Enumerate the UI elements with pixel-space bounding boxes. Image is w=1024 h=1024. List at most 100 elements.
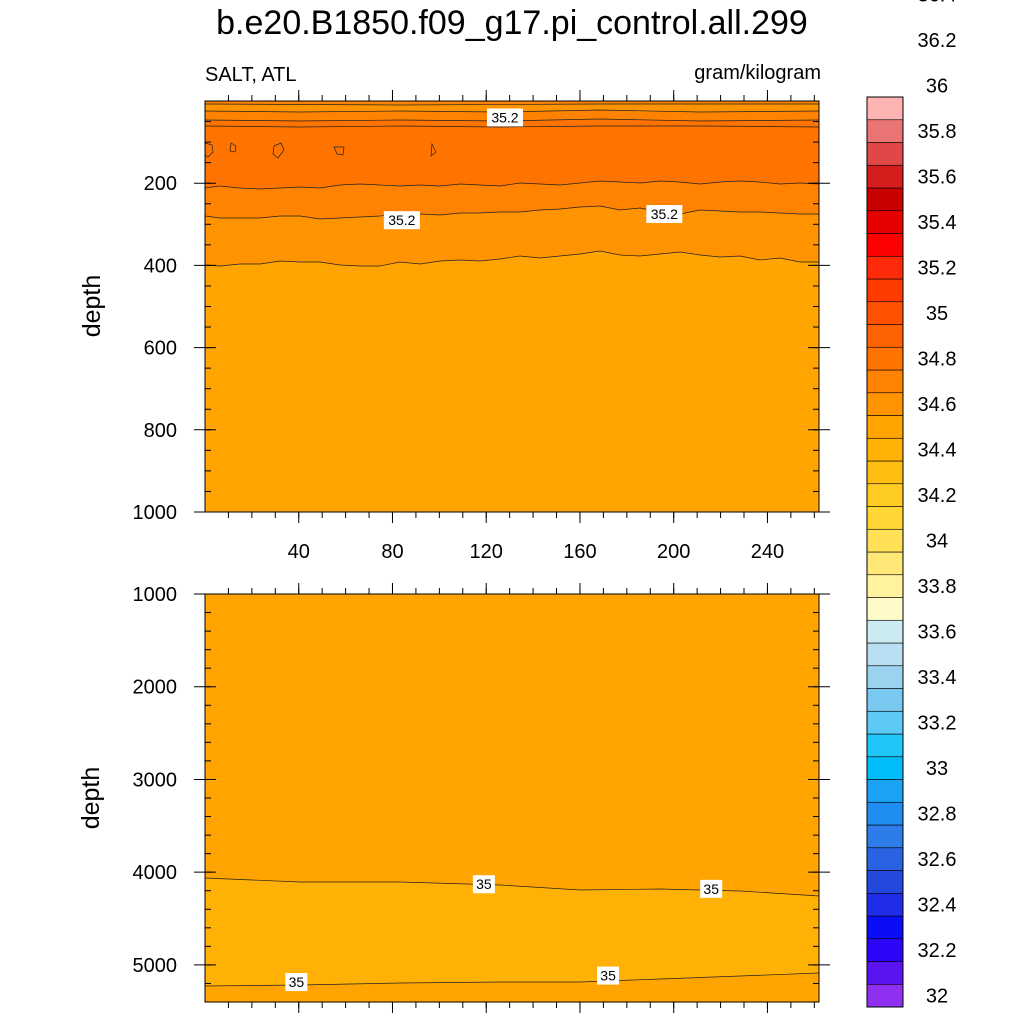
colorbar-label: 33.8	[918, 576, 957, 598]
colorbar-swatch	[866, 142, 904, 166]
contour-label-text: 35.2	[388, 212, 415, 228]
colorbar-label: 35.8	[918, 121, 957, 143]
y-tick-label: 4000	[133, 862, 178, 884]
colorbar-swatch	[866, 619, 904, 644]
colorbar-swatch	[866, 392, 904, 416]
contour-label-box	[285, 973, 308, 992]
colorbar-swatch	[866, 847, 904, 871]
colorbar-swatch	[866, 483, 904, 507]
contour-label: 35.2	[486, 108, 523, 127]
colorbar-swatch	[866, 574, 904, 598]
y-tick-label: 2000	[133, 677, 178, 699]
colorbar-label: 33	[926, 758, 948, 780]
colorbar-label: 34.2	[918, 485, 957, 507]
upper-blob-1	[204, 142, 214, 158]
colorbar-swatch	[866, 801, 904, 826]
contour-label-text: 35	[476, 876, 492, 892]
upper-contour-35.2	[204, 205, 819, 220]
lower-contour-35-upper	[204, 877, 820, 897]
lower-contour-lines	[204, 877, 820, 987]
contour-label-box	[597, 966, 620, 985]
contour-label-box	[472, 875, 495, 894]
upper-band-35.1-top	[205, 104, 819, 112]
x-tick-label: 200	[657, 541, 690, 563]
lower-contour-35-lower	[204, 972, 820, 987]
colorbar-swatch	[866, 961, 904, 985]
colorbar-swatch	[866, 210, 904, 234]
upper-y-axis-label: depth	[78, 275, 106, 338]
colorbar-swatch	[866, 710, 904, 735]
lower-panel: 1000 2000 3000 4000 5000 35 35 35 35 depth	[77, 583, 830, 1013]
contour-label-text: 35	[703, 881, 719, 897]
colorbar-label: 36	[926, 76, 948, 98]
y-tick-label: 400	[144, 255, 177, 277]
contour-label-box	[700, 879, 723, 898]
upper-contour-35.1	[204, 250, 819, 267]
colorbar-label: 33.6	[918, 622, 957, 644]
upper-blob-2	[229, 142, 237, 153]
colorbar-label: 34.8	[918, 349, 957, 371]
colorbar-swatch	[866, 346, 904, 371]
contour-label-text: 35.2	[491, 109, 518, 125]
contour-label-box	[646, 205, 683, 224]
y-tick-label: 800	[144, 420, 177, 442]
colorbar: 32 32.2 32.4 32.6 32.8 33 33.2 33.4 33.6 33.8 34 34…	[866, 0, 957, 1008]
colorbar-label: 33.2	[918, 713, 957, 735]
colorbar-label: 35.4	[918, 212, 957, 234]
lower-ticks: 1000 2000 3000 4000 5000	[133, 583, 830, 1013]
y-tick-label: 3000	[133, 769, 178, 791]
colorbar-label: 34.4	[918, 440, 957, 462]
contour-label-box	[486, 108, 523, 127]
y-tick-label: 1000	[133, 584, 178, 606]
contour-label: 35.2	[383, 211, 420, 230]
colorbar-swatch	[866, 164, 904, 189]
x-tick-label: 80	[381, 541, 403, 563]
colorbar-label: 34.6	[918, 394, 957, 416]
contour-label-text: 35	[600, 968, 616, 984]
colorbar-swatch	[866, 824, 904, 849]
colorbar-swatch	[866, 506, 904, 530]
colorbar-frame	[866, 96, 904, 1008]
colorbar-swatch	[866, 733, 904, 758]
chart-title: b.e20.B1850.f09_g17.pi_control.all.299	[216, 4, 808, 42]
x-tick-label: 160	[563, 541, 596, 563]
colorbar-swatch	[866, 119, 904, 143]
colorbar-label: 35.6	[918, 167, 957, 189]
colorbar-swatch	[866, 278, 904, 303]
colorbar-label: 33.4	[918, 667, 957, 689]
colorbar-label: 32.8	[918, 804, 957, 826]
colorbar-swatch	[866, 892, 904, 917]
x-tick-label: 40	[288, 541, 310, 563]
colorbar-swatch	[866, 187, 904, 212]
colorbar-swatch	[866, 983, 904, 1008]
y-tick-label: 200	[144, 173, 177, 195]
colorbar-label: 32.6	[918, 849, 957, 871]
colorbar-swatch	[866, 528, 904, 553]
lower-y-axis-label: depth	[77, 767, 105, 830]
upper-contour-35.3	[204, 180, 820, 190]
colorbar-label: 36.2	[918, 30, 957, 52]
colorbar-swatch	[866, 915, 904, 940]
colorbar-swatch	[866, 756, 904, 780]
colorbar-label: 35.2	[918, 258, 957, 280]
upper-ticks: 200 400 600 800 1000 40 80 120 160 200 240	[133, 90, 830, 563]
contour-label-box	[383, 211, 420, 230]
y-tick-label: 600	[144, 338, 177, 360]
colorbar-swatch	[866, 301, 904, 325]
upper-band-35.3	[205, 120, 819, 189]
colorbar-label: 34	[926, 531, 948, 553]
contour-label: 35	[285, 973, 308, 992]
lower-contour-labels: 35 35 35 35	[285, 875, 723, 992]
contour-label: 35.2	[646, 205, 683, 224]
lower-band-34.9	[205, 878, 819, 986]
colorbar-swatch	[866, 324, 904, 348]
y-tick-label: 1000	[133, 502, 178, 524]
upper-contour-surface-c	[204, 125, 820, 128]
x-tick-label: 120	[470, 541, 503, 563]
upper-blob-5	[430, 142, 437, 157]
upper-contour-surface-b	[204, 103, 819, 106]
colorbar-label: 36.4	[918, 0, 957, 7]
variable-label: SALT, ATL	[205, 64, 297, 86]
colorbar-swatch	[866, 437, 904, 462]
